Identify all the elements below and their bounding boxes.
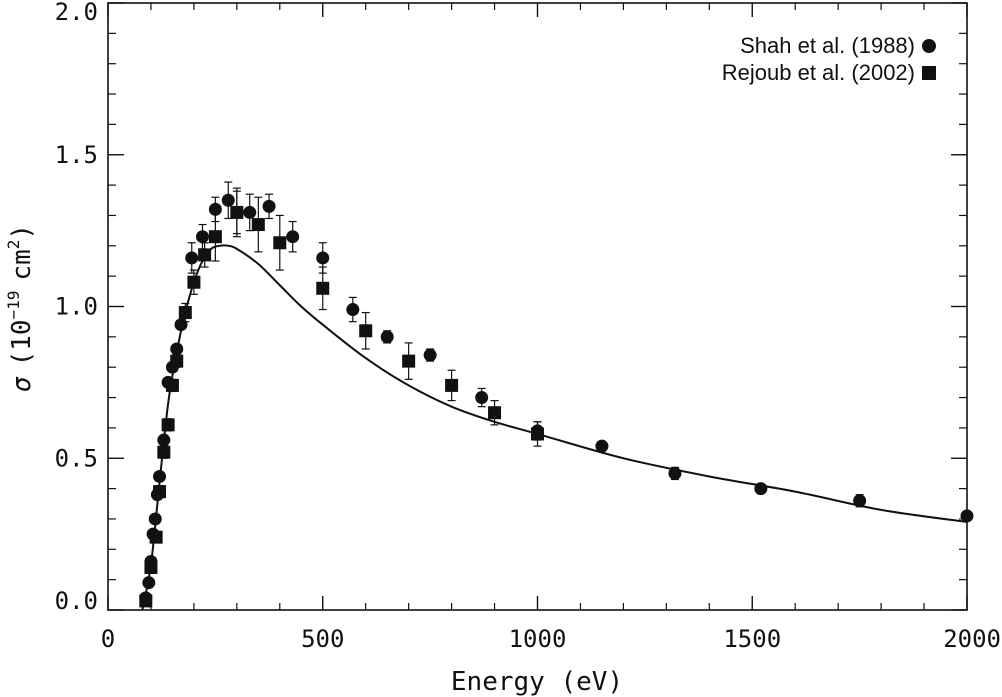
rejoub-data-point: [161, 418, 175, 432]
shah-data-point: [754, 482, 768, 496]
shah-data-point: [157, 433, 171, 447]
legend-label-shah: Shah et al. (1988): [740, 33, 915, 58]
rejoub-data-point: [488, 406, 502, 420]
y-tick-label: 0.5: [55, 444, 98, 472]
shah-data-point: [185, 251, 199, 265]
rejoub-data-point: [531, 427, 544, 441]
shah-data-point: [960, 509, 974, 523]
y-axis-label: σ (10−19 cm2): [4, 224, 37, 392]
y-axis-symbol: σ: [7, 376, 37, 392]
shah-data-point: [148, 512, 162, 526]
rejoub-data-point: [139, 594, 153, 608]
minor-ticks: [108, 3, 967, 610]
y-axis-base: 10: [7, 319, 37, 350]
shah-data-point: [243, 205, 257, 219]
rejoub-data-point: [251, 218, 265, 232]
shah-data-point: [423, 348, 437, 362]
shah-data-point: [142, 576, 156, 590]
shah-data-point: [208, 202, 222, 216]
shah-data-point: [380, 330, 394, 344]
legend-entry-shah: Shah et al. (1988): [740, 33, 936, 58]
legend-marker-circle: [922, 39, 936, 53]
x-tick-label: 1500: [723, 625, 781, 653]
shah-data-point: [170, 342, 184, 356]
shah-data-point: [668, 466, 682, 480]
shah-data-point: [262, 199, 276, 213]
y-tick-label: 1.0: [55, 293, 98, 321]
legend-entry-rejoub: Rejoub et al. (2002): [722, 60, 936, 85]
rejoub-data-point: [445, 378, 459, 392]
y-tick-label: 2.0: [55, 0, 98, 26]
y-axis-unit-exponent: 2: [4, 240, 23, 250]
legend-label-rejoub: Rejoub et al. (2002): [722, 60, 915, 85]
shah-data-point: [221, 193, 235, 207]
shah-data-point: [286, 230, 300, 244]
shah-data-point: [346, 303, 360, 317]
y-axis-open-paren: (: [7, 351, 37, 367]
y-axis-close-paren: ): [7, 224, 37, 240]
x-tick-label: 2000: [943, 625, 1001, 653]
x-tick-label: 0: [101, 625, 115, 653]
rejoub-data-point: [144, 561, 158, 575]
shah-data-point: [595, 439, 609, 453]
x-tick-label: 500: [301, 625, 344, 653]
x-tick-label: 1000: [509, 625, 567, 653]
shah-data-point: [153, 469, 167, 483]
y-tick-label: 0.0: [55, 587, 98, 615]
theory-curve: [141, 244, 968, 611]
rejoub-data-point: [187, 275, 201, 289]
shah-data-point: [174, 318, 188, 332]
y-axis-exponent: −19: [4, 291, 23, 320]
data-markers: [139, 193, 974, 608]
rejoub-data-point: [402, 354, 416, 368]
major-ticks: [107, 2, 968, 611]
rejoub-data-point: [165, 378, 179, 392]
rejoub-data-point: [149, 530, 163, 544]
shah-data-point: [316, 251, 330, 265]
shah-data-point: [475, 391, 489, 405]
x-axis-label: Energy (eV): [451, 667, 623, 697]
rejoub-data-point: [178, 306, 192, 320]
legend: Shah et al. (1988) Rejoub et al. (2002): [722, 33, 936, 85]
plot-frame: [107, 2, 968, 611]
theory-curve-line: [141, 244, 968, 611]
rejoub-data-point: [208, 230, 222, 244]
rejoub-data-point: [273, 236, 287, 250]
shah-data-point: [853, 494, 867, 508]
plot-border: [107, 2, 968, 611]
y-tick-label: 1.5: [55, 141, 98, 169]
shah-data-point: [195, 230, 209, 244]
rejoub-data-point: [230, 205, 244, 219]
rejoub-data-point: [157, 445, 171, 459]
y-axis-unit: cm: [7, 249, 37, 280]
rejoub-data-point: [359, 324, 373, 338]
rejoub-data-point: [153, 485, 167, 499]
rejoub-data-point: [316, 281, 330, 295]
rejoub-data-point: [170, 354, 184, 368]
tick-labels: 0 500 1000 1500 2000 0.0 0.5 1.0 1.5 2.0: [55, 0, 1001, 653]
legend-marker-square: [922, 66, 936, 80]
rejoub-data-point: [198, 248, 212, 262]
